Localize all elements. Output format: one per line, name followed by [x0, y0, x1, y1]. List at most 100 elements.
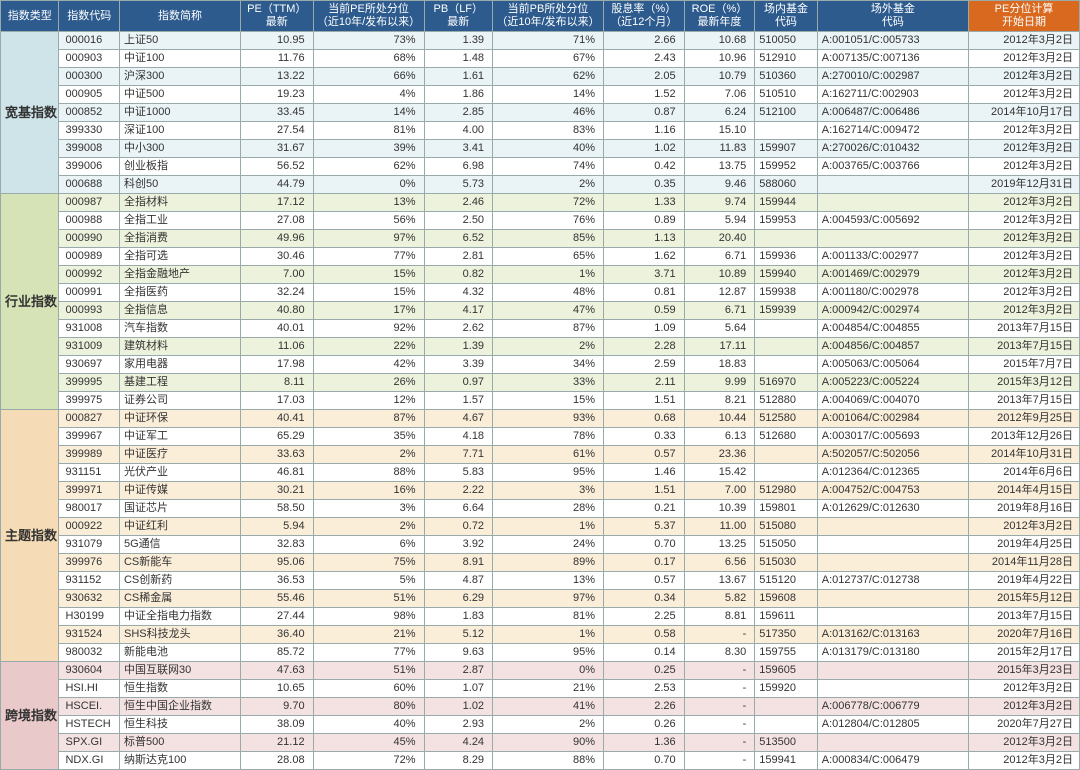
offmarket-fund: A:013162/C:013163 [817, 626, 968, 644]
onmarket-fund [755, 320, 818, 338]
dividend-yield: 1.16 [603, 122, 684, 140]
index-code: 000688 [59, 176, 120, 194]
offmarket-fund: A:004752/C:004753 [817, 482, 968, 500]
onmarket-fund: 515120 [755, 572, 818, 590]
index-name: 中证传媒 [119, 482, 240, 500]
onmarket-fund: 515050 [755, 536, 818, 554]
table-row: 399995基建工程8.1126%0.9733%2.119.99516970A:… [1, 374, 1080, 392]
pe-percentile: 45% [313, 734, 424, 752]
table-header-row: 指数类型指数代码指数简称PE（TTM）最新当前PE所处分位（近10年/发布以来）… [1, 1, 1080, 32]
roe: 5.82 [684, 590, 755, 608]
onmarket-fund: 512680 [755, 428, 818, 446]
offmarket-fund [817, 176, 968, 194]
pe-percentile: 16% [313, 482, 424, 500]
pe-ttm: 95.06 [240, 554, 313, 572]
table-row: 000688科创5044.790%5.732%0.359.46588060201… [1, 176, 1080, 194]
pe-start-date: 2015年3月23日 [969, 662, 1080, 680]
pb-percentile: 88% [493, 752, 604, 770]
table-row: 000991全指医药32.2415%4.3248%0.8112.87159938… [1, 284, 1080, 302]
roe: 15.42 [684, 464, 755, 482]
table-row: 000990全指消费49.9697%6.5285%1.1320.402012年3… [1, 230, 1080, 248]
pb-percentile: 2% [493, 176, 604, 194]
offmarket-fund [817, 554, 968, 572]
index-name: 恒生科技 [119, 716, 240, 734]
index-name: 家用电器 [119, 356, 240, 374]
index-code: 399008 [59, 140, 120, 158]
pb-lf: 1.61 [424, 68, 493, 86]
pe-start-date: 2012年3月2日 [969, 752, 1080, 770]
pb-percentile: 87% [493, 320, 604, 338]
offmarket-fund: A:007135/C:007136 [817, 50, 968, 68]
pe-percentile: 97% [313, 230, 424, 248]
offmarket-fund: A:006778/C:006779 [817, 698, 968, 716]
table-row: 000852中证100033.4514%2.8546%0.876.2451210… [1, 104, 1080, 122]
dividend-yield: 2.11 [603, 374, 684, 392]
roe: 5.94 [684, 212, 755, 230]
pb-lf: 6.64 [424, 500, 493, 518]
pe-start-date: 2014年11月28日 [969, 554, 1080, 572]
pb-lf: 0.97 [424, 374, 493, 392]
index-name: 上证50 [119, 32, 240, 50]
pe-start-date: 2014年10月31日 [969, 446, 1080, 464]
index-name: CS稀金属 [119, 590, 240, 608]
pb-lf: 4.67 [424, 410, 493, 428]
pe-ttm: 36.40 [240, 626, 313, 644]
roe: 7.00 [684, 482, 755, 500]
onmarket-fund: 159944 [755, 194, 818, 212]
onmarket-fund: 159953 [755, 212, 818, 230]
offmarket-fund: A:006487/C:006486 [817, 104, 968, 122]
pe-ttm: 27.54 [240, 122, 313, 140]
index-code: 000992 [59, 266, 120, 284]
category-theme: 主题指数 [1, 410, 59, 662]
pb-percentile: 74% [493, 158, 604, 176]
index-code: H30199 [59, 608, 120, 626]
onmarket-fund [755, 698, 818, 716]
table-row: HSCEI.恒生中国企业指数9.7080%1.0241%2.26-A:00677… [1, 698, 1080, 716]
onmarket-fund: 512100 [755, 104, 818, 122]
roe: 10.39 [684, 500, 755, 518]
pe-start-date: 2013年12月26日 [969, 428, 1080, 446]
table-row: 000988全指工业27.0856%2.5076%0.895.94159953A… [1, 212, 1080, 230]
index-code: 000991 [59, 284, 120, 302]
pb-percentile: 34% [493, 356, 604, 374]
index-code: 930604 [59, 662, 120, 680]
pb-lf: 1.39 [424, 32, 493, 50]
index-code: 399971 [59, 482, 120, 500]
pe-start-date: 2012年3月2日 [969, 230, 1080, 248]
onmarket-fund: 159940 [755, 266, 818, 284]
pb-lf: 1.07 [424, 680, 493, 698]
offmarket-fund [817, 590, 968, 608]
pb-percentile: 95% [493, 464, 604, 482]
index-code: 930697 [59, 356, 120, 374]
roe: 13.25 [684, 536, 755, 554]
table-row: 399975证券公司17.0312%1.5715%1.518.21512880A… [1, 392, 1080, 410]
dividend-yield: 2.28 [603, 338, 684, 356]
col-header-2: 指数简称 [119, 1, 240, 32]
pe-percentile: 0% [313, 176, 424, 194]
dividend-yield: 0.14 [603, 644, 684, 662]
pb-percentile: 89% [493, 554, 604, 572]
dividend-yield: 0.81 [603, 284, 684, 302]
offmarket-fund: A:004593/C:005692 [817, 212, 968, 230]
pe-ttm: 7.00 [240, 266, 313, 284]
dividend-yield: 0.87 [603, 104, 684, 122]
col-header-5: PB（LF）最新 [424, 1, 493, 32]
offmarket-fund: A:012804/C:012805 [817, 716, 968, 734]
dividend-yield: 0.70 [603, 752, 684, 770]
pe-start-date: 2012年3月2日 [969, 194, 1080, 212]
table-row: 931008汽车指数40.0192%2.6287%1.095.64A:00485… [1, 320, 1080, 338]
pe-percentile: 6% [313, 536, 424, 554]
onmarket-fund: 159907 [755, 140, 818, 158]
index-code: HSTECH [59, 716, 120, 734]
index-code: 980032 [59, 644, 120, 662]
roe: 23.36 [684, 446, 755, 464]
table-body: 宽基指数000016上证5010.9573%1.3971%2.6610.6851… [1, 32, 1080, 770]
pe-start-date: 2012年3月2日 [969, 212, 1080, 230]
index-code: 399995 [59, 374, 120, 392]
dividend-yield: 0.58 [603, 626, 684, 644]
pe-start-date: 2012年3月2日 [969, 86, 1080, 104]
offmarket-fund [817, 662, 968, 680]
dividend-yield: 1.09 [603, 320, 684, 338]
pe-percentile: 13% [313, 194, 424, 212]
table-row: 980032新能电池85.7277%9.6395%0.148.30159755A… [1, 644, 1080, 662]
